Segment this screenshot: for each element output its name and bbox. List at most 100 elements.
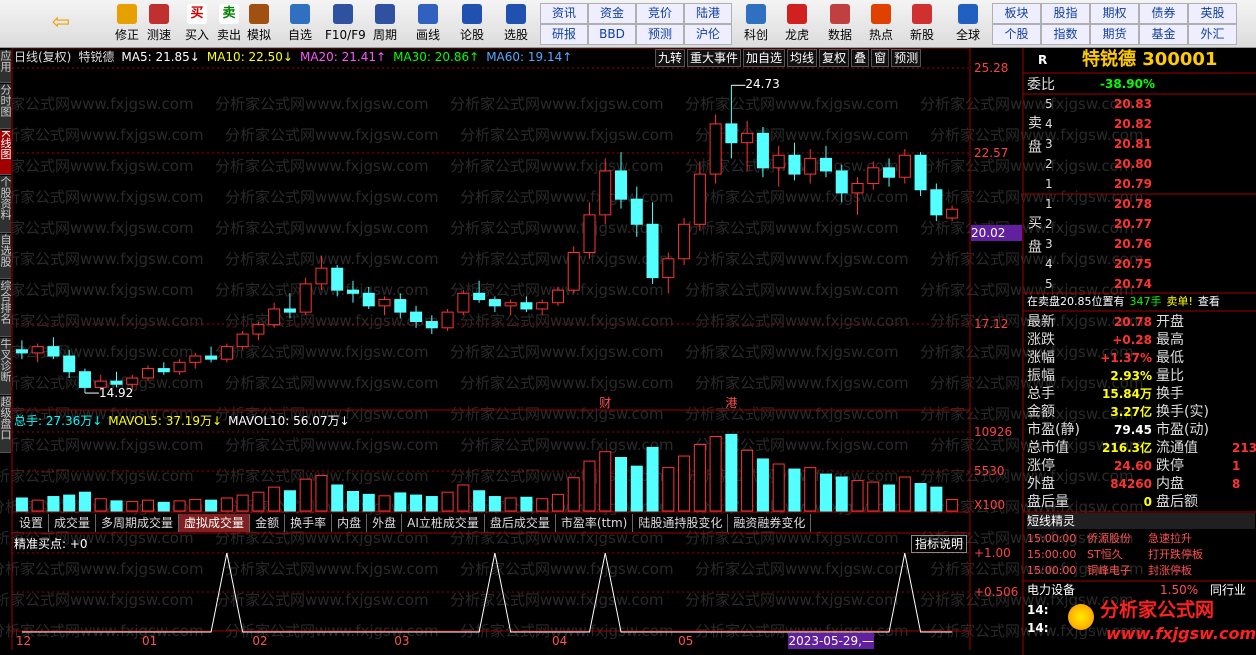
logo-icon bbox=[1068, 604, 1094, 630]
volume-bar bbox=[315, 475, 328, 512]
watermark: 分析家公式网www.fxjgsw.com bbox=[930, 498, 1144, 516]
toolbar-button[interactable]: 卖卖出 bbox=[211, 2, 247, 46]
toolbar-button[interactable]: 新股 bbox=[904, 2, 940, 46]
toolbar-grid-button[interactable]: 沪伦 bbox=[684, 24, 732, 45]
chart-button[interactable]: 叠 bbox=[851, 49, 870, 67]
toolbar-button[interactable]: 全球 bbox=[950, 2, 986, 46]
chart-button[interactable]: 重大事件 bbox=[687, 49, 742, 67]
toolbar-button[interactable]: 修正 bbox=[109, 2, 145, 46]
toolbar-grid-button[interactable]: 陆港 bbox=[684, 3, 732, 24]
volume-bar bbox=[867, 481, 880, 512]
chart-button[interactable]: 复权 bbox=[819, 49, 850, 67]
quote-label: 内盘 bbox=[1156, 476, 1184, 492]
indicator-tab[interactable]: 市盈率(ttm) bbox=[556, 514, 634, 532]
indicator-tab[interactable]: 融资融券变化 bbox=[728, 514, 812, 532]
toolbar-icon bbox=[746, 4, 766, 24]
volume-bar bbox=[457, 484, 470, 512]
toolbar-label: F10/F9 bbox=[325, 28, 366, 42]
side-tab[interactable]: K线图 bbox=[0, 130, 11, 175]
chart-button[interactable]: 加自选 bbox=[743, 49, 786, 67]
volume-bar bbox=[331, 484, 344, 512]
indicator-tab[interactable]: AI立桩成交量 bbox=[402, 514, 485, 532]
chart-button[interactable]: 均线 bbox=[787, 49, 818, 67]
toolbar-icon bbox=[333, 4, 353, 24]
toolbar-button[interactable]: 周期 bbox=[367, 2, 403, 46]
toolbar-grid-button[interactable]: 债券 bbox=[1139, 3, 1188, 24]
indicator-tab[interactable]: 换手率 bbox=[285, 514, 333, 532]
volume-bar bbox=[599, 451, 612, 512]
side-tab[interactable]: 个股资料 bbox=[0, 176, 11, 233]
toolbar-grid-button[interactable]: 个股 bbox=[992, 24, 1041, 45]
sprite-stock[interactable]: 侨源股份 bbox=[1087, 532, 1131, 545]
candle-body bbox=[47, 346, 60, 357]
toolbar-grid-button[interactable]: 资讯 bbox=[540, 3, 588, 24]
chart-button[interactable]: 九转 bbox=[655, 49, 686, 67]
quote-label: 开盘 bbox=[1156, 314, 1184, 330]
toolbar-button[interactable]: 自选 bbox=[282, 2, 318, 46]
alert-text: 在卖盘20.85位置有 bbox=[1027, 295, 1125, 308]
toolbar-grid-button[interactable]: 资金 bbox=[588, 3, 636, 24]
side-tab[interactable]: 综合排名 bbox=[0, 280, 11, 337]
indicator-tab[interactable]: 多周期成交量 bbox=[96, 514, 180, 532]
side-tab[interactable]: 自选股 bbox=[0, 234, 11, 279]
alert-text[interactable]: 查看 bbox=[1197, 295, 1220, 308]
sprite-stock[interactable]: 铜峰电子 bbox=[1087, 564, 1131, 577]
toolbar-button[interactable]: 论股 bbox=[454, 2, 490, 46]
toolbar-grid-button[interactable]: 股指 bbox=[1041, 3, 1090, 24]
toolbar-button[interactable]: 热点 bbox=[863, 2, 899, 46]
toolbar-grid-button[interactable]: 研报 bbox=[540, 24, 588, 45]
toolbar-grid-button[interactable]: 竞价 bbox=[636, 3, 684, 24]
chart-button[interactable]: 预测 bbox=[891, 49, 922, 67]
ma-label: MA5: 21.85↓ bbox=[121, 50, 200, 64]
volume-bar bbox=[741, 449, 754, 512]
toolbar-button[interactable]: 测速 bbox=[141, 2, 177, 46]
side-tab[interactable]: 应用 bbox=[0, 50, 11, 83]
x-tick-label: 05 bbox=[678, 634, 694, 648]
candle-body bbox=[362, 292, 375, 307]
indicator-tab[interactable]: 外盘 bbox=[367, 514, 403, 532]
indicator-tab[interactable]: 陆股通持股变化 bbox=[633, 514, 729, 532]
volume-bar bbox=[488, 496, 501, 512]
toolbar-grid-button[interactable]: BBD bbox=[588, 24, 636, 45]
watermark: 分析家公式网www.fxjgsw.com bbox=[460, 436, 674, 454]
alert-text: 347手 bbox=[1129, 295, 1162, 308]
watermark: 分析家公式网www.fxjgsw.com bbox=[450, 219, 664, 237]
toolbar-button[interactable]: 龙虎 bbox=[779, 2, 815, 46]
level-number: 3 bbox=[1045, 237, 1053, 251]
toolbar-grid-button[interactable]: 板块 bbox=[992, 3, 1041, 24]
toolbar-grid-button[interactable]: 英股 bbox=[1188, 3, 1237, 24]
side-tab[interactable]: 分时图 bbox=[0, 84, 11, 129]
industry-link[interactable]: 同行业 bbox=[1210, 583, 1247, 597]
volume-bar bbox=[772, 463, 785, 512]
side-tab[interactable]: 牛叉诊断 bbox=[0, 338, 11, 395]
side-tab[interactable]: 超级盘口 bbox=[0, 396, 11, 453]
indicator-help[interactable]: 指标说明 bbox=[911, 535, 968, 553]
toolbar-button[interactable]: 选股 bbox=[498, 2, 534, 46]
indicator-tab[interactable]: 设置 bbox=[14, 514, 50, 532]
x-tick-label: 2023-05-29,— bbox=[788, 633, 874, 649]
quote-label: 涨跌 bbox=[1027, 332, 1055, 348]
toolbar-button[interactable]: 科创 bbox=[738, 2, 774, 46]
toolbar-grid-button[interactable]: 预测 bbox=[636, 24, 684, 45]
watermark: 分析家公式网www.fxjgsw.com bbox=[920, 281, 1134, 299]
toolbar-grid-button[interactable]: 期货 bbox=[1090, 24, 1139, 45]
chart-button[interactable]: 窗 bbox=[871, 49, 890, 67]
indicator-tab[interactable]: 虚拟成交量 bbox=[179, 514, 251, 532]
toolbar-button[interactable]: 数据 bbox=[822, 2, 858, 46]
y-tick-label: 17.12 bbox=[974, 317, 1009, 332]
toolbar-button[interactable]: 画线 bbox=[410, 2, 446, 46]
toolbar-button[interactable]: 模拟 bbox=[241, 2, 277, 46]
indicator-tab[interactable]: 盘后成交量 bbox=[485, 514, 556, 532]
toolbar-grid-button[interactable]: 外汇 bbox=[1188, 24, 1237, 45]
indicator-tab[interactable]: 成交量 bbox=[49, 514, 97, 532]
toolbar-button[interactable]: 买买入 bbox=[179, 2, 215, 46]
indicator-tab[interactable]: 金额 bbox=[250, 514, 286, 532]
back-button[interactable]: ⇦ bbox=[51, 10, 71, 35]
toolbar-grid-button[interactable]: 基金 bbox=[1139, 24, 1188, 45]
sprite-stock[interactable]: ST恒久 bbox=[1087, 548, 1123, 561]
toolbar-grid-button[interactable]: 期权 bbox=[1090, 3, 1139, 24]
indicator-tab[interactable]: 内盘 bbox=[332, 514, 368, 532]
toolbar-grid-button[interactable]: 指数 bbox=[1041, 24, 1090, 45]
toolbar-button[interactable]: F10/F9 bbox=[325, 2, 366, 46]
watermark: 分析家公式网www.fxjgsw.com bbox=[930, 250, 1144, 268]
